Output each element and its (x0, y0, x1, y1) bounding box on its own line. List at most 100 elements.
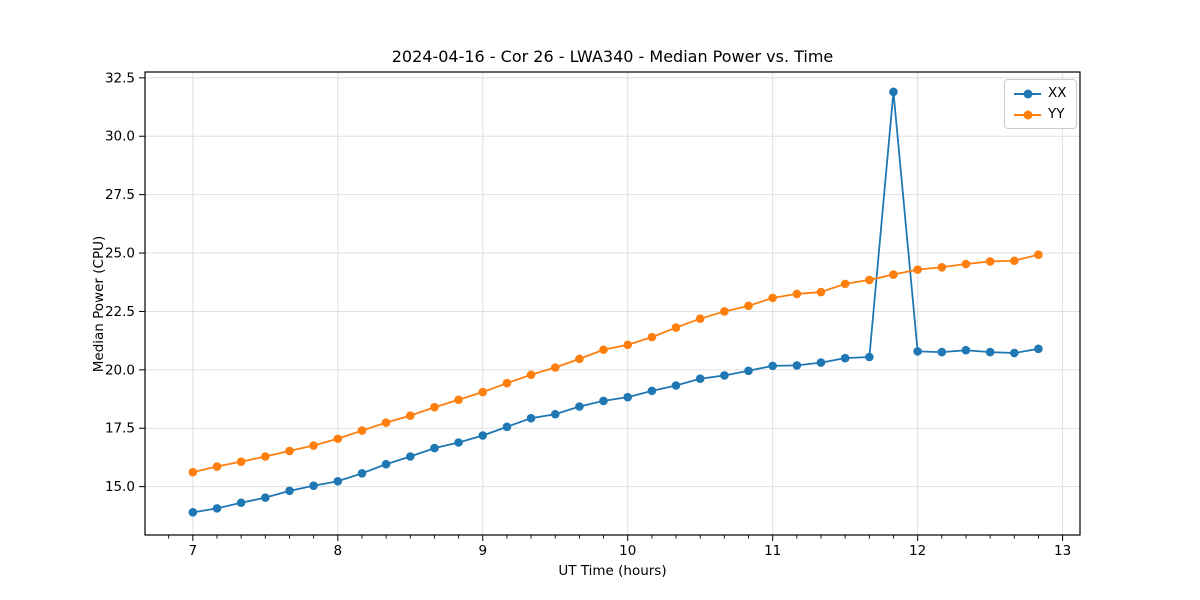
data-point-YY (526, 370, 536, 380)
x-tick-label: 8 (334, 543, 343, 559)
data-point-XX (840, 353, 850, 363)
y-tick-label: 32.5 (105, 70, 135, 86)
data-point-YY (236, 457, 246, 466)
legend-marker-icon (1023, 89, 1032, 98)
data-point-YY (671, 323, 681, 332)
series-line-XX (192, 90, 1039, 514)
data-point-YY (695, 314, 705, 323)
legend-line-sample (1014, 110, 1041, 119)
legend-line-sample (1014, 89, 1041, 98)
x-tick-label: 10 (619, 543, 636, 559)
data-point-XX (961, 345, 971, 355)
data-point-YY (816, 287, 826, 297)
data-point-XX (261, 493, 270, 502)
data-point-XX (937, 347, 947, 357)
data-point-XX (623, 392, 633, 402)
data-point-XX (865, 352, 874, 362)
y-tick-label: 27.5 (105, 187, 135, 203)
x-tick-label: 12 (909, 543, 926, 559)
data-point-YY (840, 279, 850, 289)
data-point-XX (985, 347, 995, 357)
data-point-XX (695, 374, 705, 384)
legend-marker-icon (1023, 110, 1032, 119)
y-tick-label: 17.5 (105, 421, 135, 437)
y-tick-label: 25.0 (105, 246, 135, 262)
data-point-XX (816, 358, 826, 367)
data-point-XX (526, 413, 536, 423)
data-point-YY (575, 354, 584, 364)
y-tick-label: 30.0 (105, 129, 135, 145)
data-point-YY (405, 411, 415, 420)
data-point-XX (744, 366, 753, 376)
data-point-XX (792, 361, 802, 370)
series-XX (188, 87, 1043, 517)
data-point-XX (550, 409, 560, 419)
x-tick-label: 7 (189, 543, 198, 559)
legend-item-XX: XX (1014, 85, 1067, 102)
legend-label: YY (1048, 106, 1065, 122)
data-point-YY (768, 293, 777, 303)
data-point-YY (1010, 256, 1019, 266)
data-point-YY (478, 387, 488, 397)
data-point-XX (599, 396, 608, 406)
data-point-YY (985, 257, 995, 266)
y-tick-label: 22.5 (105, 304, 135, 320)
data-point-XX (1034, 344, 1043, 354)
x-tick-label: 9 (478, 543, 487, 559)
data-point-XX (405, 452, 415, 461)
data-point-YY (889, 270, 898, 279)
legend-item-YY: YY (1014, 106, 1067, 123)
data-point-YY (454, 395, 463, 405)
data-point-YY (188, 467, 198, 477)
data-point-YY (285, 446, 294, 456)
data-point-XX (671, 381, 681, 390)
data-point-XX (575, 402, 584, 411)
data-point-YY (550, 363, 560, 372)
data-point-YY (647, 332, 657, 342)
data-point-XX (188, 508, 198, 517)
data-point-XX (212, 504, 222, 513)
series-YY (188, 250, 1043, 477)
y-tick-label: 15.0 (105, 479, 135, 495)
data-point-YY (744, 301, 753, 311)
data-point-YY (212, 462, 222, 471)
data-point-YY (937, 262, 947, 272)
data-point-YY (720, 307, 729, 316)
x-axis-label: UT Time (hours) (558, 563, 667, 579)
data-point-XX (720, 371, 729, 380)
x-tick-label: 11 (764, 543, 781, 559)
data-point-YY (430, 402, 439, 412)
data-point-XX (285, 486, 294, 496)
data-point-XX (913, 347, 922, 356)
gridlines (145, 72, 1080, 535)
data-point-YY (865, 275, 874, 285)
data-point-XX (333, 476, 343, 486)
data-point-XX (357, 469, 367, 478)
data-point-YY (333, 434, 343, 444)
y-tick-label: 20.0 (105, 362, 135, 378)
data-point-YY (381, 418, 391, 427)
data-point-YY (599, 345, 608, 355)
x-tick-label: 13 (1054, 543, 1071, 559)
data-point-XX (889, 87, 898, 97)
data-point-YY (261, 452, 270, 461)
data-point-YY (357, 426, 367, 435)
data-point-XX (768, 361, 777, 371)
data-point-YY (309, 441, 318, 450)
axes-frame (144, 71, 1081, 536)
data-point-YY (961, 259, 971, 269)
data-point-XX (502, 422, 512, 432)
data-point-YY (1034, 250, 1043, 259)
data-point-YY (623, 340, 633, 350)
data-point-YY (502, 378, 512, 388)
x-axis: 7 8 9 10 11 12 13 (168, 535, 1071, 559)
y-axis: 15.0 17.5 20.0 22.5 25.0 27.5 30.0 32.5 (105, 70, 145, 495)
chart-title: 2024-04-16 - Cor 26 - LWA340 - Median Po… (391, 47, 834, 66)
data-point-XX (478, 431, 488, 440)
legend: XX YY (1004, 79, 1077, 129)
data-point-XX (1010, 348, 1019, 358)
data-point-XX (381, 459, 391, 469)
data-point-XX (454, 438, 463, 447)
